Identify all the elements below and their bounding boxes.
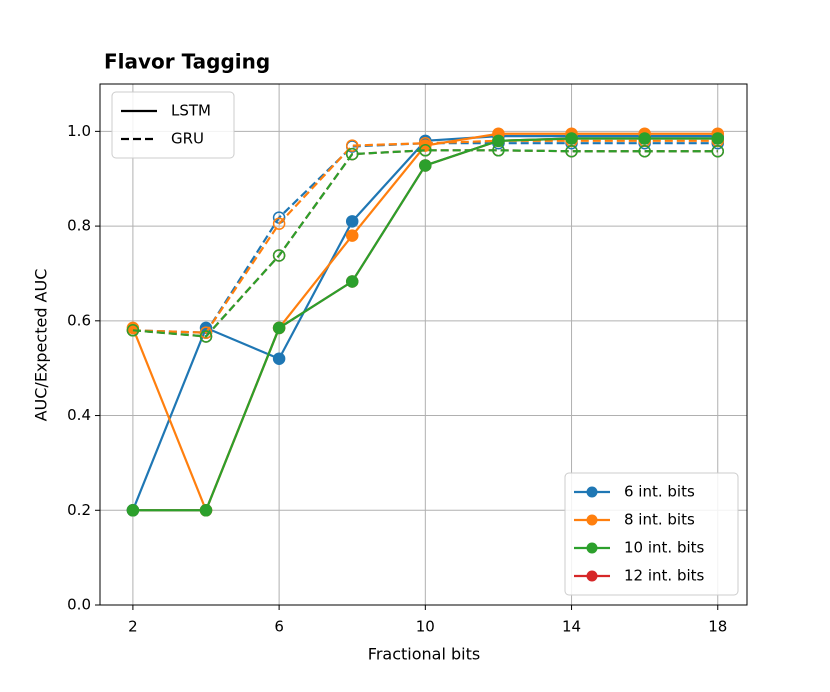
- legend-label: 8 int. bits: [624, 511, 695, 529]
- x-axis-label: Fractional bits: [368, 645, 480, 664]
- marker: [345, 215, 359, 228]
- y-tick-label: 0.6: [67, 311, 91, 329]
- marker: [419, 136, 432, 150]
- x-tick-label: 10: [416, 618, 435, 636]
- y-axis-label: AUC/Expected AUC: [32, 269, 51, 422]
- legend-box: [564, 472, 739, 596]
- marker: [419, 159, 432, 172]
- marker: [565, 145, 578, 158]
- marker: [126, 504, 140, 517]
- legend-marker: [586, 514, 598, 526]
- marker: [345, 147, 359, 161]
- legend-label: 10 int. bits: [624, 539, 705, 557]
- marker: [345, 275, 359, 288]
- marker: [199, 326, 213, 339]
- marker: [272, 321, 286, 335]
- marker: [272, 352, 286, 365]
- marker: [711, 145, 725, 158]
- series-line: [132, 149, 718, 338]
- x-tick-label: 2: [128, 618, 138, 636]
- chart-title: Flavor Tagging: [104, 50, 270, 74]
- legend-label: 12 int. bits: [624, 567, 705, 585]
- legend-marker: [586, 486, 598, 498]
- marker: [419, 144, 432, 157]
- marker: [492, 144, 505, 157]
- marker: [199, 504, 213, 517]
- y-tick-label: 1.0: [67, 122, 91, 140]
- marker: [345, 229, 359, 242]
- legend-label: LSTM: [171, 102, 211, 120]
- marker: [199, 330, 213, 343]
- marker: [345, 139, 359, 152]
- marker: [272, 249, 286, 262]
- legend-label: 6 int. bits: [624, 483, 695, 501]
- series-line: [132, 139, 718, 334]
- y-tick-label: 0.0: [67, 596, 91, 614]
- plot-frame: [99, 83, 748, 606]
- x-tick-label: 18: [708, 618, 727, 636]
- y-tick-label: 0.8: [67, 217, 91, 235]
- y-tick-label: 0.2: [67, 501, 91, 519]
- marker: [638, 145, 651, 158]
- marker: [638, 132, 651, 145]
- marker: [126, 324, 140, 337]
- legend-box: [111, 91, 235, 159]
- x-tick-label: 6: [274, 618, 284, 636]
- marker: [711, 132, 725, 145]
- marker: [272, 217, 286, 230]
- legend-label: GRU: [171, 130, 204, 148]
- x-tick-label: 14: [562, 618, 581, 636]
- marker: [492, 134, 505, 148]
- legend-marker: [586, 542, 598, 554]
- y-tick-label: 0.4: [67, 406, 91, 424]
- marker: [565, 132, 578, 145]
- legend-marker: [586, 570, 598, 582]
